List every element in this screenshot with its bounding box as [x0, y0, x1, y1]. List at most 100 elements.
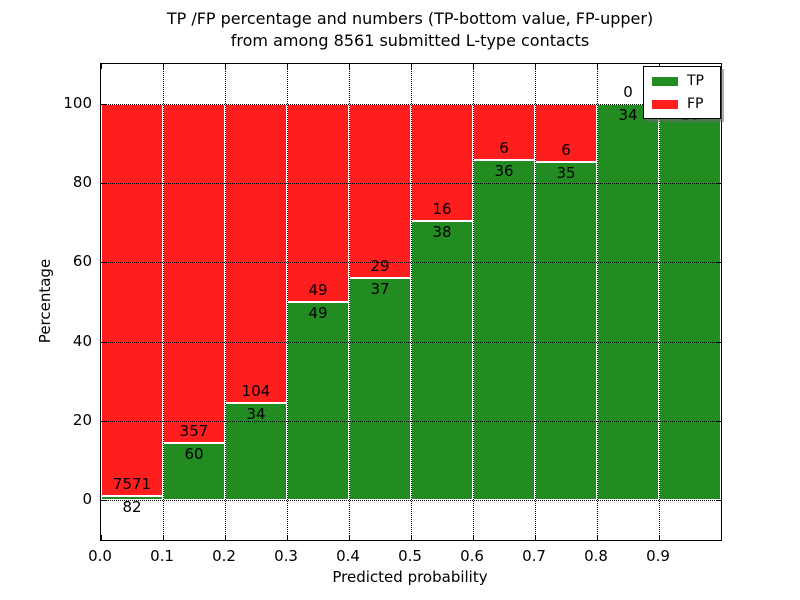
x-axis-tick-top — [225, 64, 226, 69]
x-tick-label: 0.7 — [522, 547, 546, 565]
y-tick-label: 80 — [72, 173, 92, 191]
horizontal-gridline — [101, 500, 721, 502]
fp-count-label: 29 — [370, 256, 390, 275]
vertical-gridline — [225, 64, 226, 540]
tp-bar-segment — [163, 443, 225, 501]
x-axis-tick — [659, 535, 660, 540]
x-tick-label: 0.3 — [274, 547, 298, 565]
horizontal-gridline — [101, 341, 721, 343]
x-axis-tick-top — [101, 64, 102, 69]
y-axis-label: Percentage — [36, 258, 54, 344]
chart-title-line2: from among 8561 submitted L-type contact… — [230, 31, 590, 50]
x-axis-tick — [163, 535, 164, 540]
fp-bar-segment — [163, 103, 225, 444]
fp-count-label: 7571 — [112, 475, 152, 494]
legend-item-tp: TP — [652, 74, 714, 88]
x-axis-tick-top — [163, 64, 164, 69]
x-axis-label: Predicted probability — [332, 568, 488, 586]
x-tick-label: 0.1 — [150, 547, 174, 565]
tp-count-label: 36 — [494, 162, 514, 181]
tp-count-label: 34 — [618, 105, 638, 124]
y-axis-tick — [101, 421, 106, 422]
fp-count-label: 357 — [179, 422, 209, 441]
y-axis-tick-right — [716, 500, 721, 502]
y-axis-tick — [101, 500, 106, 502]
tp-bar-segment — [535, 161, 597, 501]
y-axis-tick — [101, 341, 106, 343]
fp-bar-segment — [225, 103, 287, 403]
fp-count-label: 0 — [623, 82, 633, 101]
x-axis-tick — [535, 535, 536, 540]
tp-bar-segment — [349, 277, 411, 501]
tp-bar-segment — [101, 496, 163, 501]
x-tick-label: 0.8 — [584, 547, 608, 565]
x-tick-label: 0.0 — [88, 547, 112, 565]
fp-count-label: 16 — [432, 200, 452, 219]
tp-count-label: 49 — [308, 304, 328, 322]
x-axis-tick — [287, 535, 288, 540]
x-axis-tick-top — [473, 64, 474, 69]
horizontal-gridline — [101, 421, 721, 422]
fp-bar-segment — [101, 103, 163, 497]
horizontal-gridline — [101, 262, 721, 264]
x-axis-tick — [473, 535, 474, 540]
x-tick-label: 0.2 — [212, 547, 236, 565]
horizontal-gridline — [101, 103, 721, 105]
vertical-gridline — [473, 64, 474, 540]
x-axis-tick-top — [411, 64, 412, 69]
y-axis-tick — [101, 262, 106, 264]
fp-bar-segment — [287, 103, 349, 302]
chart-title: TP /FP percentage and numbers (TP-bottom… — [90, 8, 730, 52]
horizontal-gridline — [101, 183, 721, 184]
x-axis-tick — [225, 535, 226, 540]
vertical-gridline — [535, 64, 536, 540]
fp-count-label: 6 — [499, 139, 509, 158]
tp-count-label: 38 — [432, 223, 452, 242]
fp-color-swatch — [652, 99, 678, 109]
x-tick-label: 0.9 — [646, 547, 670, 565]
y-tick-label: 20 — [72, 411, 92, 429]
x-axis-tick-top — [597, 64, 598, 69]
x-tick-label: 0.4 — [336, 547, 360, 565]
vertical-gridline — [597, 64, 598, 540]
y-axis-tick-right — [716, 421, 721, 422]
x-tick-label: 0.5 — [398, 547, 422, 565]
x-axis-tick — [411, 535, 412, 540]
y-axis-tick — [101, 103, 106, 105]
y-tick-label: 0 — [82, 490, 92, 509]
fp-count-label: 49 — [308, 281, 328, 299]
legend-item-fp: FP — [652, 97, 714, 111]
tp-bar-segment — [473, 160, 535, 501]
x-axis-tick-top — [349, 64, 350, 69]
tp-color-swatch — [652, 76, 678, 86]
y-axis-tick — [101, 183, 106, 184]
vertical-gridline — [411, 64, 412, 540]
y-tick-label: 40 — [72, 331, 92, 350]
vertical-gridline — [287, 64, 288, 540]
y-axis-tick-right — [716, 183, 721, 184]
y-axis-tick-right — [716, 262, 721, 264]
tp-bar-segment — [411, 221, 473, 501]
legend-item-label: FP — [687, 96, 704, 112]
x-axis-tick — [101, 535, 102, 540]
fp-count-label: 6 — [561, 140, 571, 159]
tp-bar-segment — [597, 103, 659, 501]
x-axis-tick — [597, 535, 598, 540]
x-tick-label: 0.6 — [460, 547, 484, 565]
tp-count-label: 60 — [184, 445, 204, 464]
legend: TP FP — [643, 66, 721, 119]
legend-item-label: TP — [687, 73, 704, 89]
chart-title-line1: TP /FP percentage and numbers (TP-bottom… — [166, 9, 654, 28]
y-axis-tick-right — [716, 341, 721, 343]
tp-bar-segment — [287, 302, 349, 501]
x-axis-tick — [349, 535, 350, 540]
tp-count-label: 34 — [246, 404, 266, 423]
vertical-gridline — [659, 64, 660, 540]
tp-count-label: 35 — [556, 163, 576, 182]
x-axis-tick-top — [535, 64, 536, 69]
fp-bar-segment — [411, 103, 473, 222]
fp-count-label: 104 — [241, 381, 271, 400]
fp-bar-segment — [349, 103, 411, 278]
vertical-gridline — [163, 64, 164, 540]
